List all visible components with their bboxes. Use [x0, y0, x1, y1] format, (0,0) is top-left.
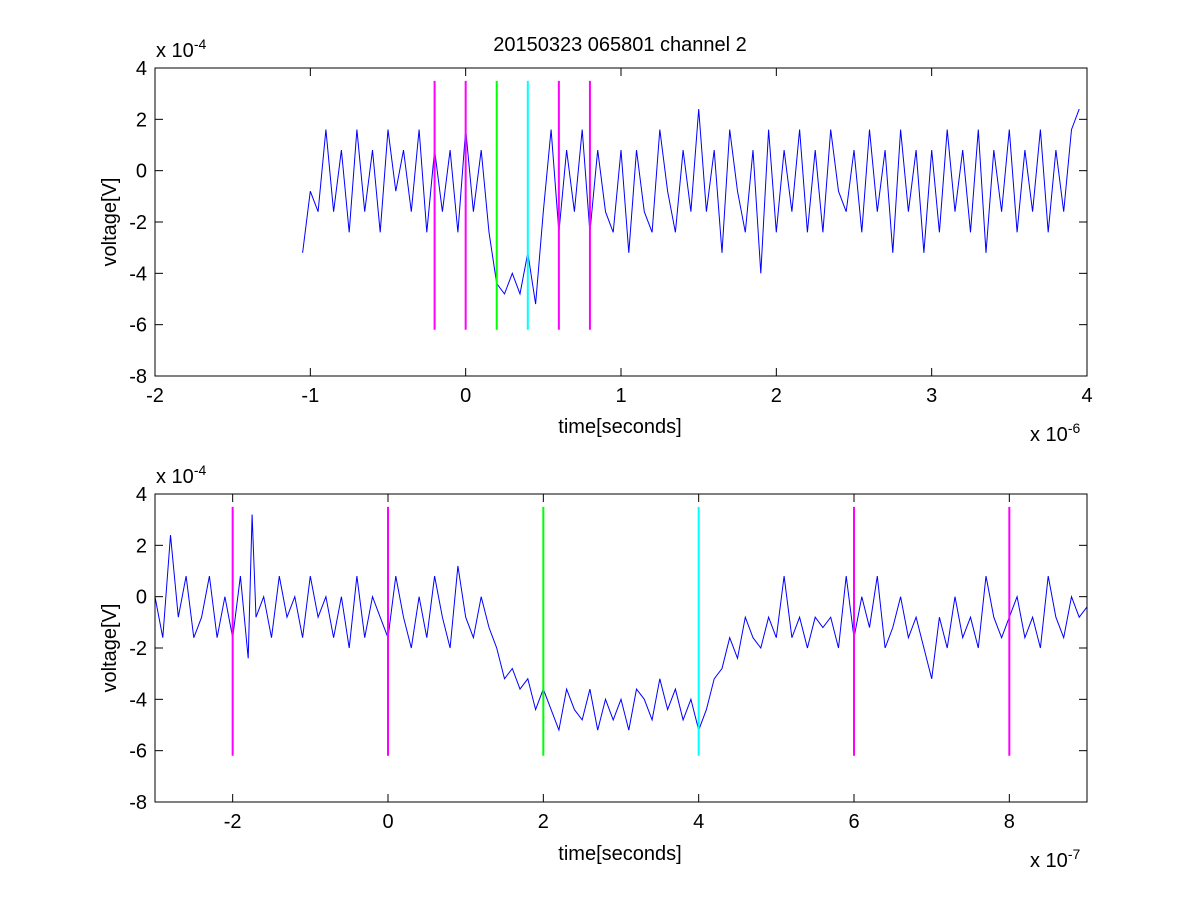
top-y-tick-label: -2	[129, 212, 147, 234]
bottom-y-axis-label: voltage[V]	[99, 604, 121, 693]
bottom-x-tick-label: 6	[848, 811, 859, 833]
bottom-y-tick-label: -6	[129, 741, 147, 763]
top-x-tick-label: 3	[926, 385, 937, 407]
top-y-tick-label: 2	[136, 109, 147, 131]
top-x-axis-label: time[seconds]	[558, 416, 681, 438]
top-x-tick-label: 2	[771, 385, 782, 407]
top-x-tick-label: 4	[1081, 385, 1092, 407]
bottom-plot-ticks: -2 0 2 4 6 8 -8 -6 -4 -2 0 2 4	[129, 484, 1087, 833]
top-x-multiplier: x 10-6	[1030, 420, 1080, 446]
bottom-x-tick-label: 8	[1004, 811, 1015, 833]
bottom-y-tick-label: -8	[129, 792, 147, 814]
top-y-multiplier: x 10-4	[156, 36, 206, 62]
top-series-line	[302, 108, 1080, 305]
top-y-tick-label: -4	[129, 263, 147, 285]
bottom-series-line	[154, 514, 1088, 732]
bottom-x-tick-label: -2	[224, 811, 242, 833]
bottom-y-multiplier: x 10-4	[156, 462, 206, 488]
top-x-tick-label: 1	[615, 385, 626, 407]
bottom-panel: -2 0 2 4 6 8 -8 -6 -4 -2 0 2 4 time[seconds] voltage…	[99, 462, 1088, 872]
bottom-y-tick-label: -2	[129, 638, 147, 660]
top-y-tick-label: -8	[129, 366, 147, 388]
top-y-tick-label: 4	[136, 58, 147, 80]
bottom-x-tick-label: 4	[693, 811, 704, 833]
bottom-y-tick-label: 4	[136, 484, 147, 506]
top-y-tick-label: 0	[136, 161, 147, 183]
top-y-tick-label: -6	[129, 315, 147, 337]
top-x-tick-label: -2	[146, 385, 164, 407]
top-x-tick-label: -1	[301, 385, 319, 407]
top-plot-ticks: -2 -1 0 1 2 3 4 -8 -6 -4 -2 0 2 4	[129, 58, 1092, 407]
bottom-x-multiplier: x 10-7	[1030, 846, 1080, 872]
top-panel: -2 -1 0 1 2 3 4 -8 -6 -4 -2 0 2 4 time[seconds] volta…	[99, 36, 1093, 446]
top-plot-traces	[302, 80, 1080, 330]
bottom-x-axis-label: time[seconds]	[558, 843, 681, 865]
bottom-plot-traces	[154, 506, 1088, 756]
top-x-tick-label: 0	[460, 385, 471, 407]
bottom-y-tick-label: -4	[129, 689, 147, 711]
bottom-y-tick-label: 2	[136, 535, 147, 557]
figure-title: 20150323 065801 channel 2	[493, 34, 747, 56]
bottom-x-tick-label: 0	[382, 811, 393, 833]
bottom-y-tick-label: 0	[136, 587, 147, 609]
bottom-x-tick-label: 2	[538, 811, 549, 833]
top-y-axis-label: voltage[V]	[99, 178, 121, 267]
